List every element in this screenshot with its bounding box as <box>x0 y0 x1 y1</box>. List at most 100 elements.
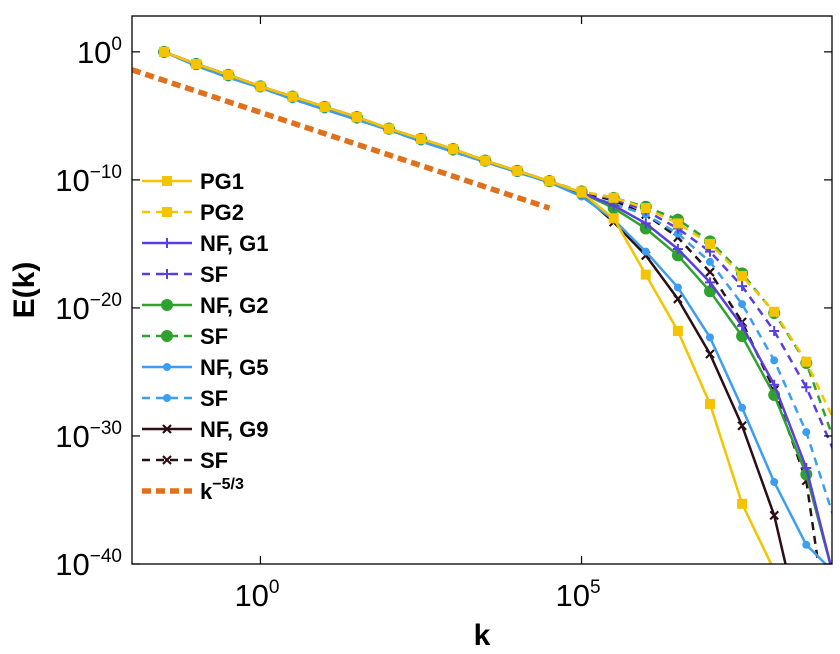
legend-entry-7: NF, G5 <box>142 355 268 380</box>
series-line <box>132 67 551 211</box>
data-point <box>673 294 683 304</box>
data-point <box>770 356 779 365</box>
legend-entry-10: SF <box>142 448 228 473</box>
data-point <box>737 320 748 331</box>
y-tick-base: 10 <box>77 35 111 70</box>
data-point <box>769 325 780 336</box>
legend-label: PG2 <box>200 200 244 225</box>
legend-entry-1: PG1 <box>142 169 244 194</box>
data-point <box>255 81 266 92</box>
legend-label: NF, G9 <box>200 417 268 442</box>
data-point <box>319 101 330 112</box>
y-tick-label: 10−20 <box>55 290 122 326</box>
y-tick-label: 10−10 <box>55 162 122 198</box>
legend-label: SF <box>200 386 228 411</box>
data-point <box>576 187 587 198</box>
data-point <box>159 46 170 57</box>
data-point <box>351 112 362 123</box>
legend-entry-11: k−5/3 <box>142 476 244 504</box>
data-point <box>673 283 682 292</box>
legend-label: PG1 <box>200 169 244 194</box>
data-point <box>738 403 747 412</box>
data-point <box>704 277 715 288</box>
y-tick-label: 10−40 <box>55 546 122 582</box>
legend-label: NF, G1 <box>200 231 268 256</box>
y-tick-exponent: −20 <box>90 290 122 311</box>
series-11-k-5-3 <box>132 67 551 211</box>
legend-label: SF <box>200 262 228 287</box>
data-point <box>705 333 714 342</box>
data-point <box>448 144 459 155</box>
data-point <box>802 428 811 437</box>
data-point <box>672 325 683 336</box>
legend-label: SF <box>200 448 228 473</box>
legend-entry-5: NF, G2 <box>142 293 268 318</box>
legend-marker <box>162 176 172 186</box>
data-point <box>640 269 651 280</box>
data-point <box>801 356 812 367</box>
data-point <box>770 478 779 487</box>
x-axis-label: k <box>474 619 491 652</box>
y-tick-label: 100 <box>77 34 122 70</box>
data-point <box>705 257 714 266</box>
y-tick-exponent: 0 <box>111 34 122 55</box>
data-point <box>769 379 780 390</box>
data-point <box>672 244 683 255</box>
y-axis-label: E(k) <box>8 262 41 319</box>
legend-label-base: k <box>200 479 213 504</box>
data-point <box>287 91 298 102</box>
x-tick-label: 100 <box>234 577 279 613</box>
data-point <box>769 510 779 521</box>
legend-marker <box>162 269 172 279</box>
data-point <box>641 247 650 256</box>
x-tick-exponent: 0 <box>269 577 280 598</box>
legend-entry-9: NF, G9 <box>142 417 268 442</box>
y-tick-exponent: −40 <box>90 546 122 567</box>
legend-label: k−5/3 <box>200 476 244 504</box>
legend-entry-2: PG2 <box>142 200 244 225</box>
legend-entry-6: SF <box>142 324 228 349</box>
data-point <box>415 133 426 144</box>
data-point <box>640 218 651 229</box>
y-tick-exponent: −10 <box>90 162 122 183</box>
legend-marker <box>161 330 173 342</box>
x-tick-label: 105 <box>556 577 601 613</box>
data-point <box>608 192 619 203</box>
y-tick-base: 10 <box>55 547 89 582</box>
legend-marker <box>162 207 172 217</box>
data-point <box>223 69 234 80</box>
legend: PG1 PG2 NF, G1 SF NF, G2 SF NF, G5 SF NF, G9 SF k−… <box>142 169 268 504</box>
series-1-pg1 <box>159 46 773 564</box>
x-tick-base: 10 <box>556 578 590 613</box>
data-point <box>801 462 812 473</box>
legend-marker <box>162 238 172 248</box>
legend-label: NF, G5 <box>200 355 268 380</box>
data-point <box>802 540 811 549</box>
legend-marker <box>163 394 171 402</box>
legend-label-exponent: −5/3 <box>212 476 244 493</box>
y-tick-base: 10 <box>55 419 89 454</box>
data-point <box>608 213 619 224</box>
data-point <box>640 203 651 214</box>
y-tick-label: 10−30 <box>55 418 122 454</box>
series-layer <box>132 45 832 564</box>
y-tick-base: 10 <box>55 163 89 198</box>
data-point <box>704 238 715 249</box>
legend-marker <box>162 424 172 434</box>
x-tick-base: 10 <box>234 578 268 613</box>
data-point <box>738 300 747 309</box>
series-line <box>163 50 773 564</box>
data-point <box>769 306 780 317</box>
data-point <box>704 398 715 409</box>
data-point <box>480 155 491 166</box>
plot-frame <box>131 15 833 565</box>
data-point <box>737 281 748 292</box>
data-point <box>705 267 715 277</box>
data-point <box>672 218 683 229</box>
y-tick-exponent: −30 <box>90 418 122 439</box>
legend-entry-3: NF, G1 <box>142 231 268 256</box>
legend-marker <box>163 363 171 371</box>
